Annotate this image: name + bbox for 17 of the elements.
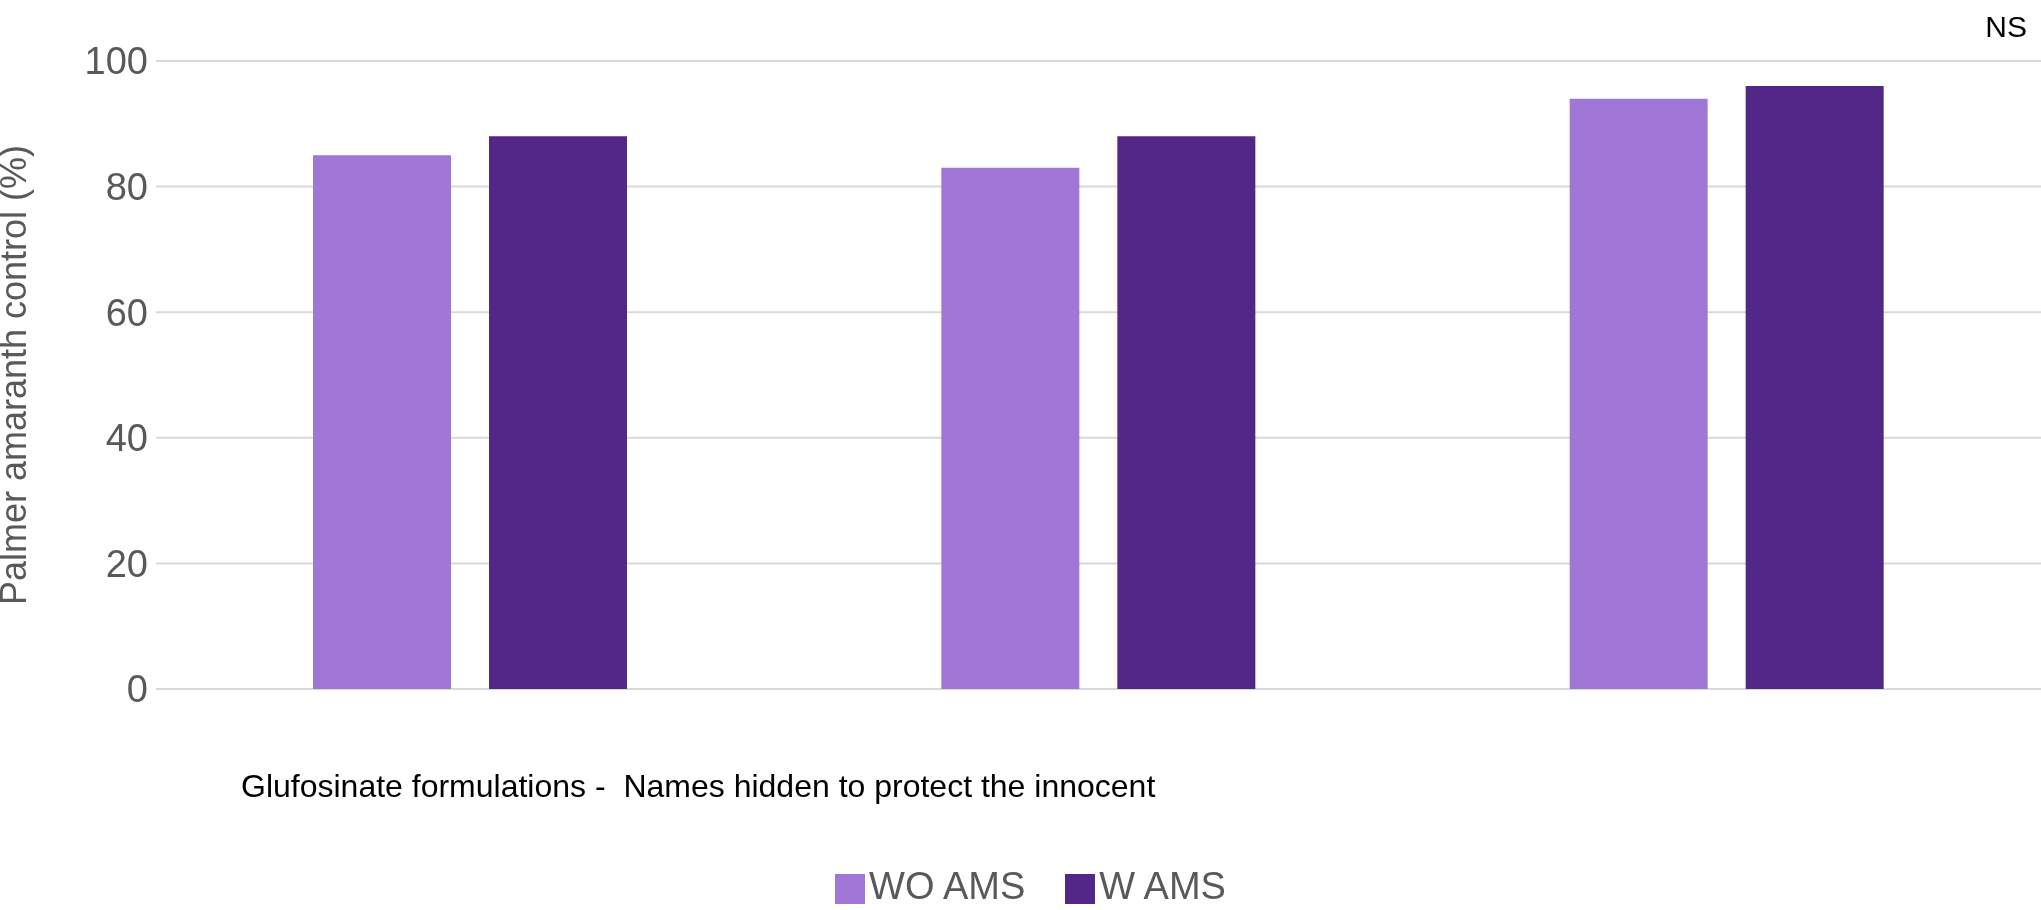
- bar: [1569, 98, 1708, 689]
- bar: [941, 167, 1080, 689]
- y-axis-title: Palmer amaranth control (%): [0, 144, 34, 606]
- text: NS: [1985, 10, 2027, 44]
- legend-label: WO AMS: [869, 865, 1026, 907]
- bar: [1745, 86, 1884, 689]
- y-tick-label: 80: [105, 166, 148, 209]
- bar: [489, 136, 627, 689]
- y-tick-label: 60: [105, 291, 148, 334]
- bar: [1117, 136, 1256, 689]
- y-tick-label: 0: [126, 668, 148, 711]
- y-tick-label: 100: [84, 40, 148, 83]
- legend-label: W AMS: [1099, 865, 1226, 907]
- y-tick-label: 40: [105, 417, 148, 460]
- x-axis-title: Glufosinate formulations - Names hidden to protect the innocent: [241, 768, 1156, 805]
- y-tick-label: 20: [105, 542, 148, 585]
- bar: [313, 155, 451, 689]
